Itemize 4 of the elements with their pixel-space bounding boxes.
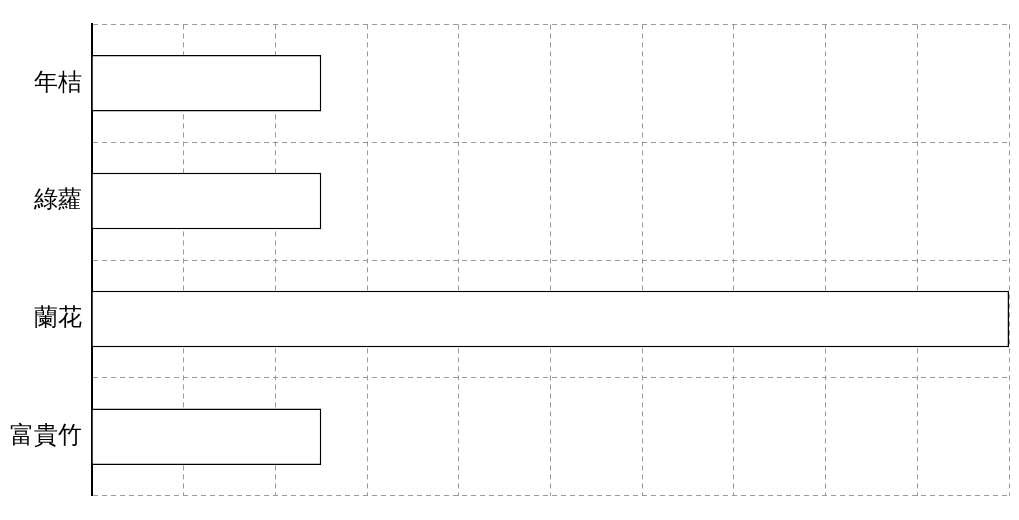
y-tick-label: 綠蘿 <box>33 185 82 214</box>
y-tick-label: 蘭花 <box>34 303 82 332</box>
y-tick-label: 富貴竹 <box>10 420 82 449</box>
y-tick-label: 年桔 <box>34 67 82 96</box>
